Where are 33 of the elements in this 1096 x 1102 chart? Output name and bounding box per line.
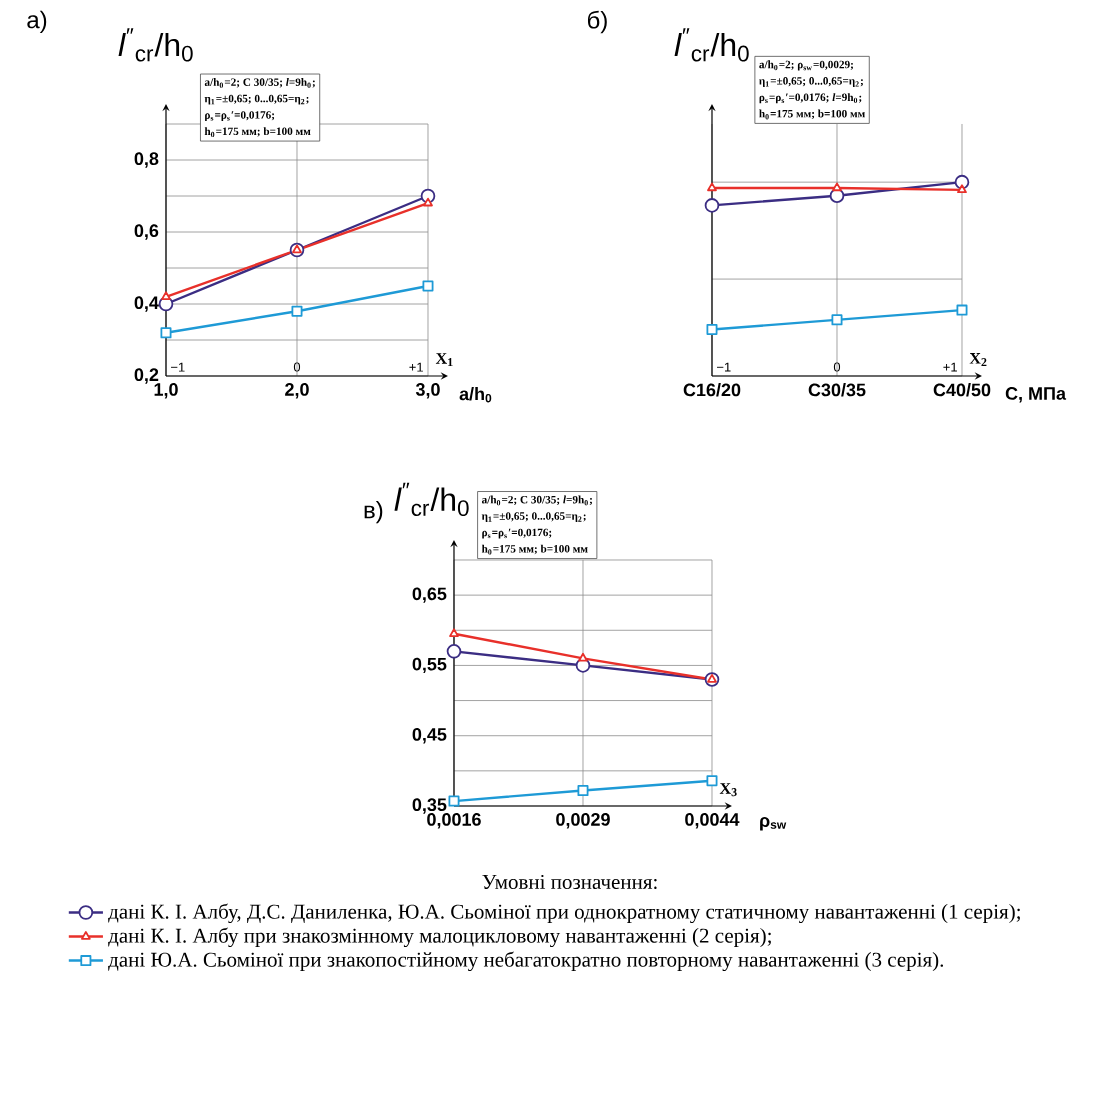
legend-label: дані Ю.А. Сьоміної при знакопостійному небагатократно повторному навантаженні (3 серія).	[108, 951, 944, 972]
x-tick-label: 0,0029	[556, 813, 610, 829]
text: X$_{3}$	[719, 783, 737, 797]
x-tick-label: 1,0	[154, 383, 178, 399]
legend-label: дані К. І. Албу, Д.С. Даниленка, Ю.А. Сьоміної при однократному статичному навантаженні (1 серія);	[108, 903, 1020, 924]
chart-title: в)	[364, 500, 383, 524]
y-axis-title: l$^{″}$$_{cr}$/h$_{0}$	[118, 28, 193, 62]
y-axis-title: l$^{″}$$_{cr}$/h$_{0}$	[674, 28, 749, 62]
x-axis-title: a/h$_{0}$	[459, 387, 492, 403]
x-tick-label: 3,0	[415, 383, 440, 399]
y-tick-label: 0,55	[412, 657, 447, 674]
chart-title: а)	[27, 10, 47, 34]
x-tick-label: 2,0	[285, 383, 309, 399]
chart-title: б)	[587, 10, 607, 34]
y-tick-label: 0,35	[412, 798, 447, 814]
y-tick-label: 0,2	[134, 368, 159, 384]
y-tick-label: 0,65	[412, 587, 447, 603]
x-tick-label: C16/20	[683, 383, 741, 397]
y-tick-label: 0,8	[134, 152, 159, 168]
x-tick-label: 0,0016	[427, 813, 481, 829]
x-tick-label: C30/35	[808, 383, 866, 397]
y-tick-label: 0,4	[134, 296, 159, 312]
x-axis-title: С, МПа	[1005, 387, 1067, 403]
legend-label: дані К. І. Албу при знакозмінному малоцикловому навантаженні (2 серія);	[108, 927, 771, 948]
legend-title: Умовні позначення:	[482, 874, 657, 890]
x-tick-label: 0,0044	[685, 813, 740, 829]
y-tick-label: 0,6	[134, 224, 159, 240]
y-axis-title: l$^{″}$$_{cr}$/h$_{0}$	[394, 482, 469, 517]
x-axis-title: ρ$_{sw}$	[760, 817, 787, 831]
y-tick-label: 0,45	[412, 728, 447, 744]
text: X$_{2}$	[969, 353, 987, 367]
x-tick-label: C40/50	[933, 383, 991, 397]
text: X$_{1}$	[435, 353, 453, 367]
